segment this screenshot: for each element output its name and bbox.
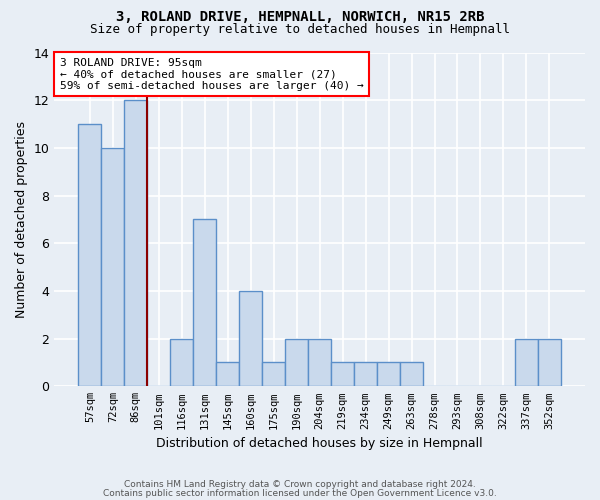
Bar (331, 362, 354, 386)
Bar (285, 338, 308, 386)
Bar (101, 148, 124, 386)
Text: Contains HM Land Registry data © Crown copyright and database right 2024.: Contains HM Land Registry data © Crown c… (124, 480, 476, 489)
Text: 3, ROLAND DRIVE, HEMPNALL, NORWICH, NR15 2RB: 3, ROLAND DRIVE, HEMPNALL, NORWICH, NR15… (116, 10, 484, 24)
Bar (377, 362, 400, 386)
Bar (79, 124, 101, 386)
Bar (216, 362, 239, 386)
Bar (193, 220, 216, 386)
Y-axis label: Number of detached properties: Number of detached properties (15, 121, 28, 318)
Text: Contains public sector information licensed under the Open Government Licence v3: Contains public sector information licen… (103, 489, 497, 498)
Bar (239, 291, 262, 386)
Bar (515, 338, 538, 386)
Text: Size of property relative to detached houses in Hempnall: Size of property relative to detached ho… (90, 22, 510, 36)
Bar (170, 338, 193, 386)
Bar (538, 338, 561, 386)
Bar (124, 100, 148, 386)
Bar (308, 338, 331, 386)
Bar (400, 362, 423, 386)
Bar (262, 362, 285, 386)
Bar (354, 362, 377, 386)
Text: 3 ROLAND DRIVE: 95sqm
← 40% of detached houses are smaller (27)
59% of semi-deta: 3 ROLAND DRIVE: 95sqm ← 40% of detached … (59, 58, 364, 90)
X-axis label: Distribution of detached houses by size in Hempnall: Distribution of detached houses by size … (157, 437, 483, 450)
